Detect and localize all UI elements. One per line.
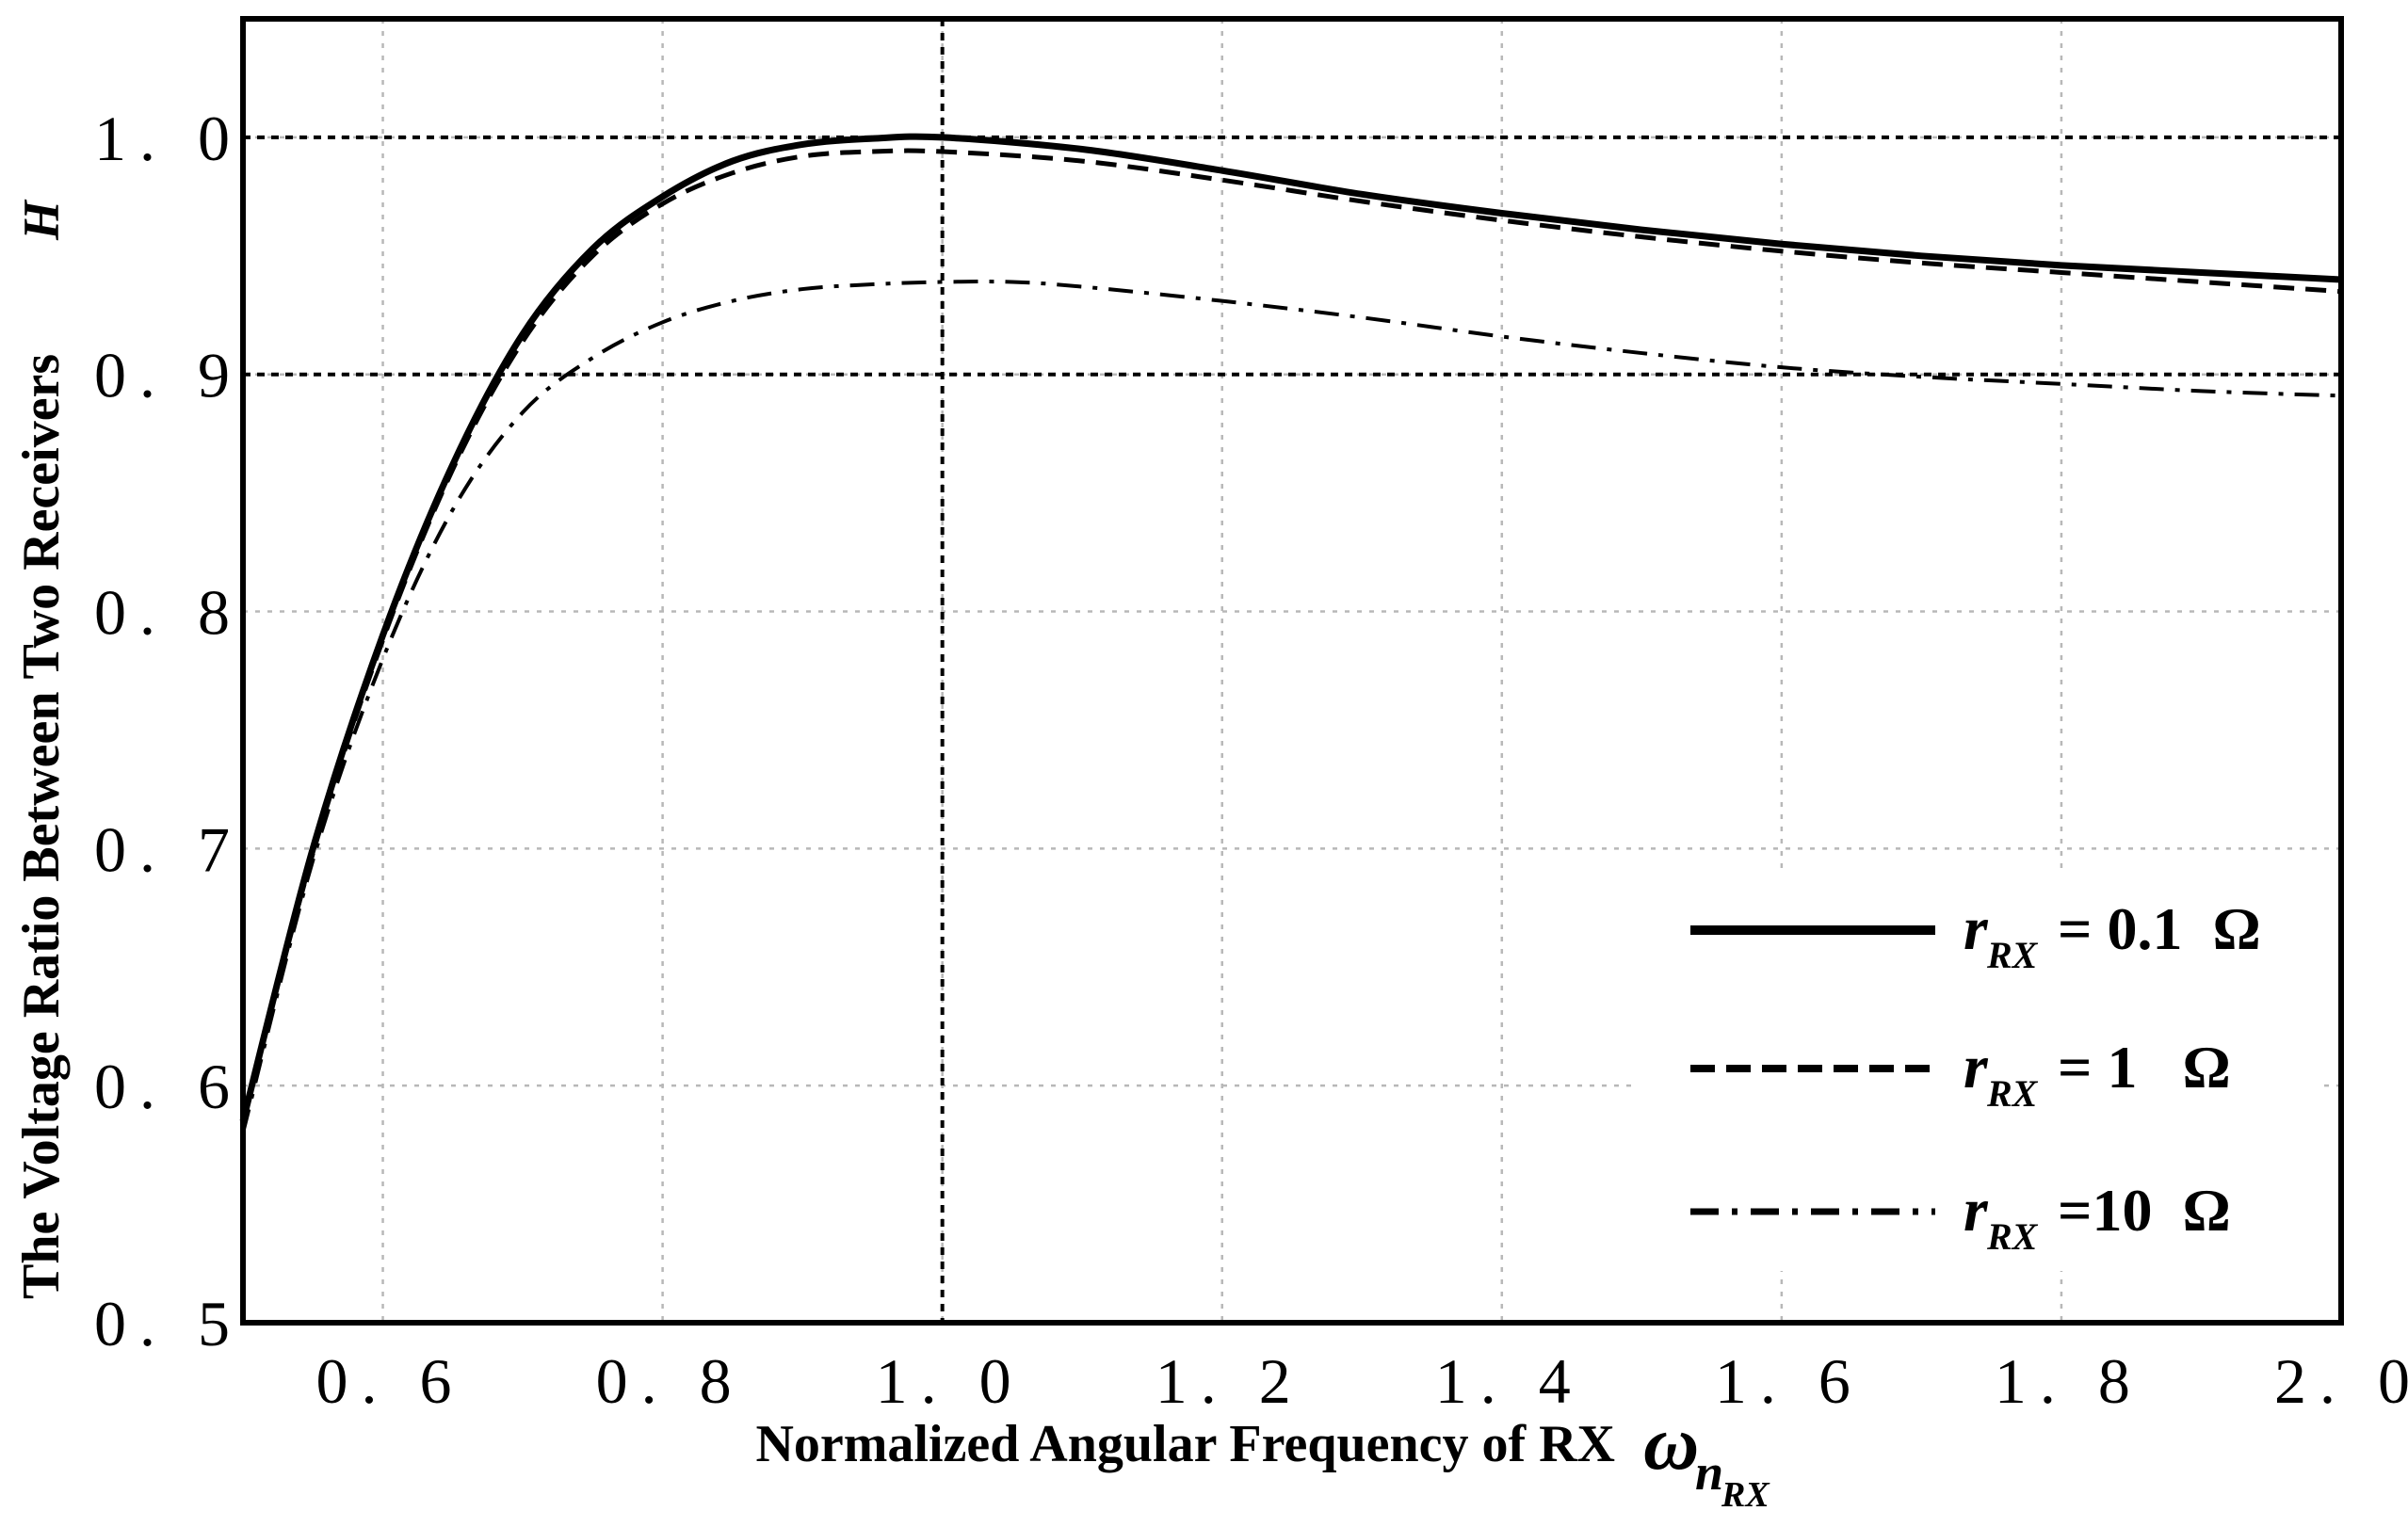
x-axis-label: Normalized Angular Frequency of RX [755, 1415, 1615, 1473]
y-tick-label: 0. 7 [94, 813, 243, 885]
legend-label-2: = 1 Ω [2058, 1034, 2231, 1101]
x-tick-label: 1. 4 [1435, 1345, 1584, 1417]
x-tick-label: 1. 2 [1156, 1345, 1304, 1417]
x-tick-label: 1. 8 [1995, 1345, 2143, 1417]
series-lines [239, 133, 2342, 1134]
y-tick-label: 0. 6 [94, 1051, 243, 1122]
legend-symbol-3: r [1964, 1176, 1989, 1245]
y-tick-label: 0. 8 [94, 577, 243, 649]
legend-subscript-3: RX [1986, 1215, 2039, 1258]
x-tick-label: 2. 0 [2274, 1345, 2408, 1417]
legend-label-1: = 0.1 Ω [2058, 895, 2261, 962]
x-tick-labels: 0. 6 0. 8 1. 0 1. 2 1. 4 1. 6 1. 8 2. 0 [316, 1345, 2408, 1417]
x-tick-label: 1. 6 [1715, 1345, 1864, 1417]
y-tick-labels: 0. 5 0. 6 0. 7 0. 8 0. 9 1. 0 [94, 103, 243, 1359]
x-axis-symbol: ω [1643, 1400, 1699, 1486]
y-tick-label: 0. 5 [94, 1288, 243, 1359]
x-axis-symbol-subsub: RX [1721, 1475, 1770, 1515]
legend: r RX = 0.1 Ωr RX = 1 Ωr RX =10 Ω [1634, 876, 2321, 1271]
x-tick-label: 1. 0 [876, 1345, 1025, 1417]
legend-background [1634, 876, 2321, 1271]
legend-subscript-1: RX [1986, 934, 2039, 976]
x-axis-symbol-sub: n [1695, 1444, 1723, 1501]
x-tick-label: 0. 8 [596, 1345, 745, 1417]
reference-lines [243, 19, 2341, 1323]
y-axis-symbol: H [13, 199, 70, 241]
y-tick-label: 0. 9 [94, 340, 243, 411]
series-line-3 [241, 280, 2342, 1134]
y-tick-label: 1. 0 [94, 103, 243, 174]
series-line-2 [240, 148, 2342, 1122]
x-tick-label: 0. 6 [316, 1345, 465, 1417]
legend-symbol-1: r [1964, 894, 1989, 963]
legend-label-3: =10 Ω [2058, 1177, 2231, 1244]
legend-subscript-2: RX [1986, 1072, 2039, 1115]
plot-frame [240, 16, 2344, 1326]
legend-symbol-2: r [1964, 1033, 1989, 1101]
y-axis-label: The Voltage Ratio Between Two Receivers [12, 354, 71, 1299]
